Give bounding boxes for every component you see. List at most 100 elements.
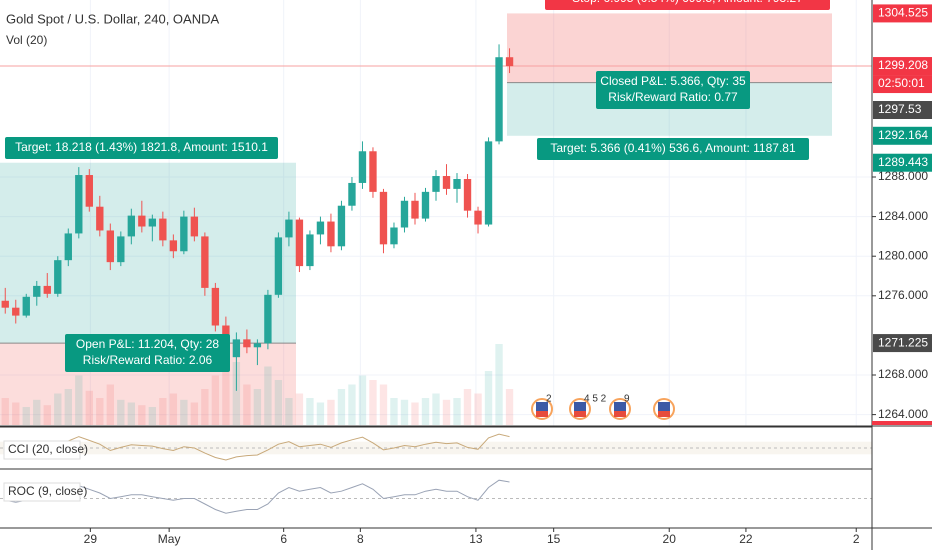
candle-body <box>12 307 20 316</box>
candle-body <box>495 57 503 142</box>
candle-body <box>138 215 146 227</box>
cci-label: CCI (20, close) <box>8 442 88 456</box>
candle-body <box>295 219 304 267</box>
volume-bar <box>96 398 104 425</box>
volume-bar <box>432 393 440 425</box>
volume-bar <box>421 398 430 425</box>
long-target-label: Target: 18.218 (1.43%) 1821.8, Amount: 1… <box>15 140 268 154</box>
event-flag <box>574 402 586 411</box>
candle-body <box>169 240 178 252</box>
candle-body <box>190 216 199 237</box>
volume-bar <box>295 393 304 425</box>
volume-bar <box>274 380 283 425</box>
volume-bar <box>12 402 20 425</box>
candle-body <box>96 206 104 231</box>
overlays: Gold Spot / U.S. Dollar, 240, OANDA Vol (… <box>5 0 830 420</box>
volume-bar <box>243 384 251 425</box>
x-tick-label: May <box>158 532 181 546</box>
candle-body <box>484 141 493 225</box>
event-stripe <box>536 411 548 417</box>
event-count: 9 <box>624 394 630 405</box>
volume-bar <box>463 389 472 425</box>
volume-bar <box>285 398 293 425</box>
price-tag <box>873 334 932 353</box>
short-target-label: Target: 5.366 (0.41%) 536.6, Amount: 118… <box>550 141 796 155</box>
candle-body <box>43 285 51 294</box>
x-tick-label: 2 <box>853 532 860 546</box>
x-tick-label: 6 <box>280 532 287 546</box>
short-pnl-label: Risk/Reward Ratio: 0.77 <box>608 90 738 104</box>
volume-bar <box>117 399 125 425</box>
volume-bar <box>22 407 30 425</box>
candle-body <box>463 178 472 211</box>
candle-body <box>33 285 41 297</box>
volume-bar <box>190 402 199 425</box>
event-flag <box>658 402 670 411</box>
price-tag-label: 1304.525 <box>878 6 928 20</box>
volume-bar <box>264 366 272 425</box>
volume-bar <box>148 407 157 425</box>
candle-body <box>411 200 419 219</box>
volume-bar <box>106 384 114 425</box>
candle-body <box>253 343 262 348</box>
volume-bar <box>75 375 83 425</box>
cci-band <box>0 441 872 455</box>
volume-bar <box>400 399 409 425</box>
candle-body <box>358 151 367 183</box>
event-stripe <box>574 411 586 417</box>
volume-bar <box>232 362 241 425</box>
long-pnl-label: Risk/Reward Ratio: 2.06 <box>83 353 213 367</box>
volume-bar <box>348 384 356 425</box>
volume-bar <box>253 389 262 425</box>
short-stop-label-box <box>545 0 830 10</box>
candle-body <box>327 221 335 247</box>
volume-bar <box>411 402 419 425</box>
volume-bar <box>138 405 146 425</box>
candle-body <box>442 176 451 189</box>
x-tick-label: 22 <box>739 532 753 546</box>
volume-bar <box>54 393 62 425</box>
candle-body <box>337 205 346 247</box>
event-flag <box>536 402 548 411</box>
volume-bar <box>201 389 209 425</box>
long-target-label-box <box>5 137 278 159</box>
y-tick-label: 1284.000 <box>878 209 928 223</box>
x-tick-label: 29 <box>84 532 98 546</box>
candle-body <box>400 200 409 228</box>
candle-body <box>106 230 114 263</box>
x-tick-label: 15 <box>547 532 561 546</box>
x-tick-label: 13 <box>469 532 483 546</box>
y-tick-label: 1276.000 <box>878 288 928 302</box>
volume-bar <box>1 398 9 425</box>
volume-bar <box>369 380 377 425</box>
volume-bar <box>379 384 388 425</box>
long-pnl-label-box <box>65 334 230 372</box>
candle-body <box>421 191 430 219</box>
y-tick-label: 1280.000 <box>878 248 928 262</box>
candle-body <box>127 215 136 237</box>
candle-body <box>274 237 283 295</box>
volume-bar <box>390 398 398 425</box>
long-pnl-label: Open P&L: 11.204, Qty: 28 <box>76 337 220 351</box>
candle-body <box>75 175 83 234</box>
candle-body <box>369 151 377 192</box>
candle-body <box>379 191 388 245</box>
candle-body <box>285 219 293 238</box>
volume-bar <box>442 399 451 425</box>
volume-bar <box>484 371 493 425</box>
price-tag <box>873 4 932 23</box>
candle-body <box>306 234 314 267</box>
candle-body <box>148 218 157 227</box>
price-tag <box>873 57 932 76</box>
price-tag <box>873 153 932 172</box>
candle-body <box>180 216 188 252</box>
price-tag <box>873 101 932 119</box>
short-pnl-label-box <box>596 71 750 109</box>
volume-bar <box>127 402 136 425</box>
countdown: 02:50:01 <box>878 76 925 90</box>
price-tag-label: 1292.164 <box>878 128 928 142</box>
cci-label-bg <box>3 440 81 460</box>
long-target-zone <box>0 162 296 344</box>
volume-bar <box>316 402 325 425</box>
